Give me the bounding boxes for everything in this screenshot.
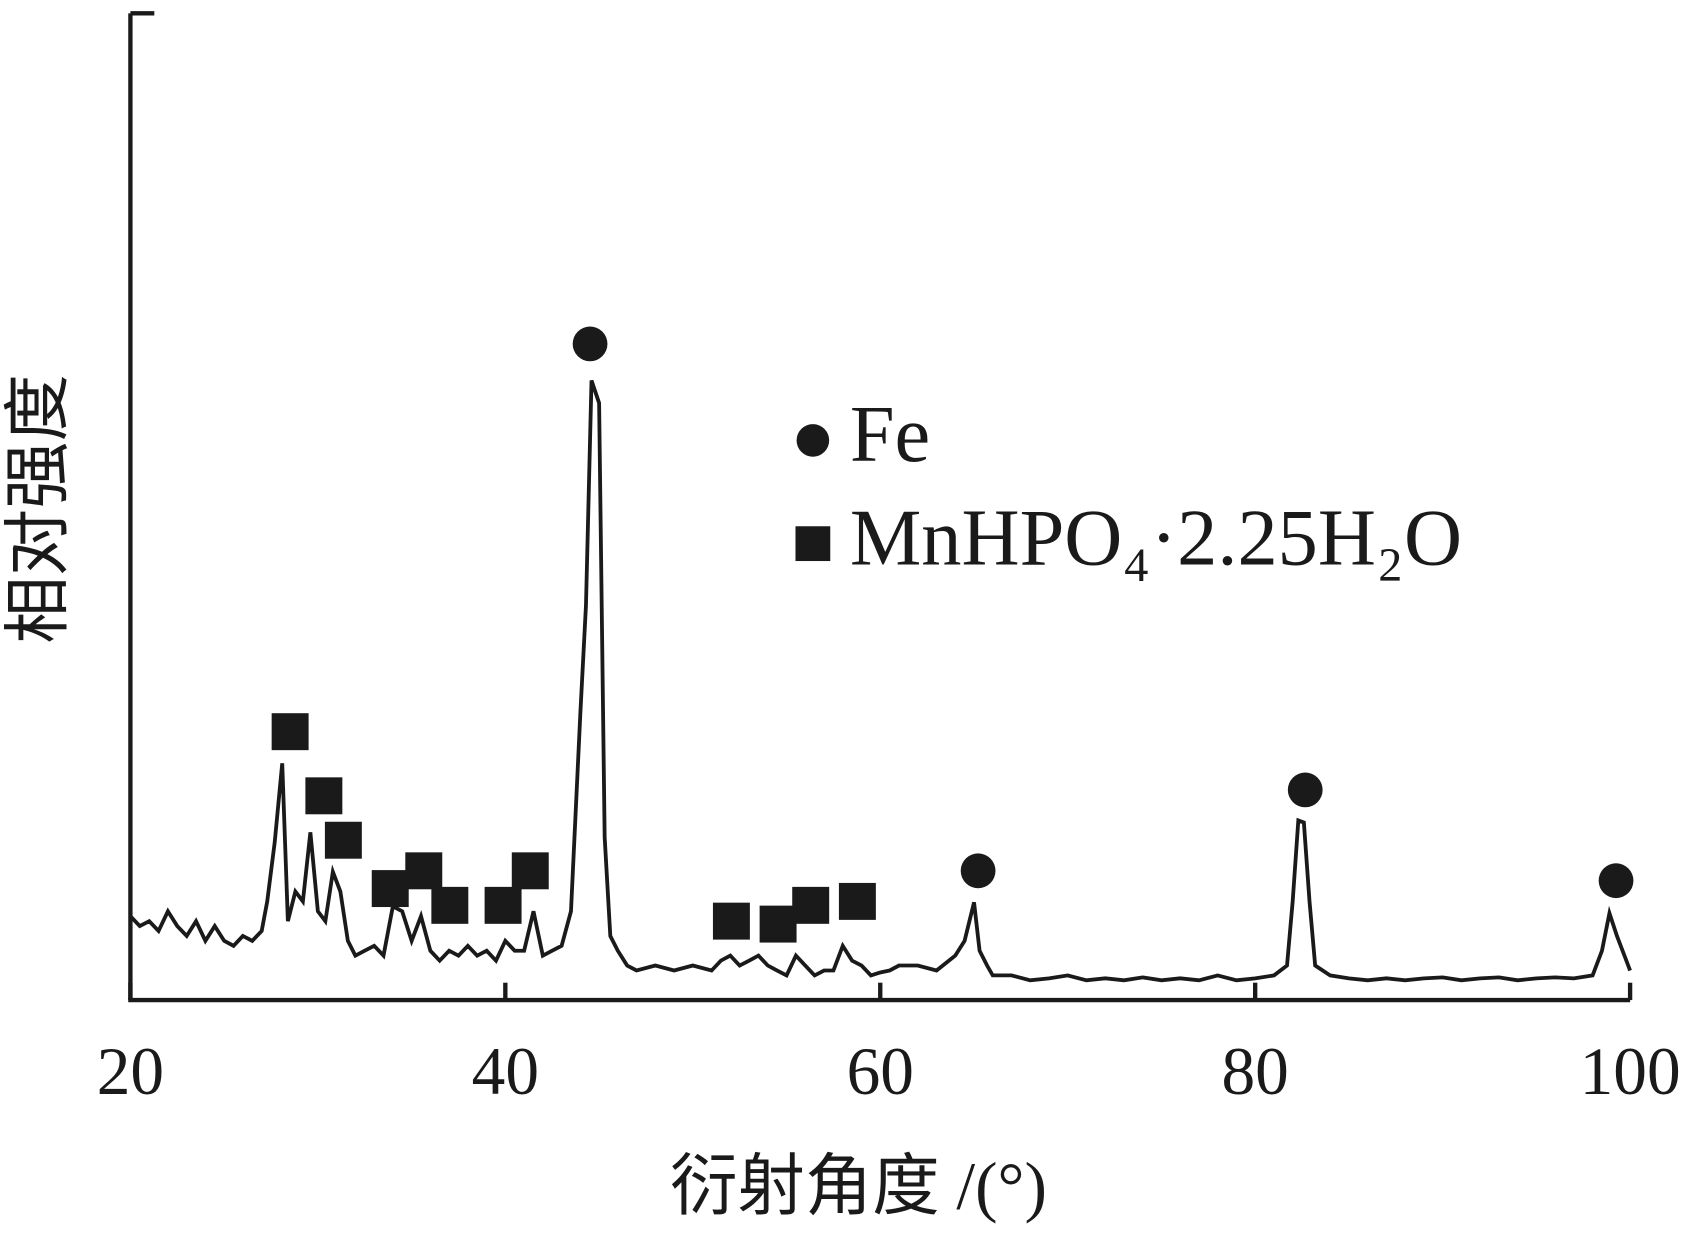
- phase-marker: [960, 853, 996, 889]
- legend-label: Fe: [850, 390, 930, 479]
- phase-marker: [405, 852, 443, 890]
- phase-marker: [484, 886, 522, 924]
- x-tick-label: 60: [847, 1034, 914, 1109]
- x-tick-label: 20: [97, 1034, 164, 1109]
- phase-marker: [759, 905, 797, 943]
- phase-marker: [431, 886, 469, 924]
- legend-symbol: [795, 526, 831, 562]
- x-axis-label: 衍射角度 /(°): [670, 1149, 1047, 1224]
- xrd-line: [129, 379, 1632, 983]
- phase-marker: [792, 886, 830, 924]
- x-tick-label: 80: [1221, 1034, 1288, 1109]
- phase-marker: [271, 713, 309, 751]
- phase-marker: [572, 326, 608, 362]
- x-tick-label: 40: [472, 1034, 539, 1109]
- x-tick-label: 100: [1580, 1034, 1681, 1109]
- phase-marker: [511, 852, 549, 890]
- phase-marker: [1598, 863, 1634, 899]
- phase-marker: [712, 902, 750, 940]
- phase-marker: [305, 777, 343, 815]
- phase-marker: [838, 882, 876, 920]
- legend-symbol: [796, 424, 830, 457]
- legend-label: MnHPO₄·2.25H₂O: [850, 493, 1462, 582]
- y-axis-label: 相对强度: [1, 374, 76, 643]
- phase-marker: [1287, 772, 1323, 808]
- phase-marker: [324, 821, 362, 859]
- phase-marker: [371, 870, 409, 908]
